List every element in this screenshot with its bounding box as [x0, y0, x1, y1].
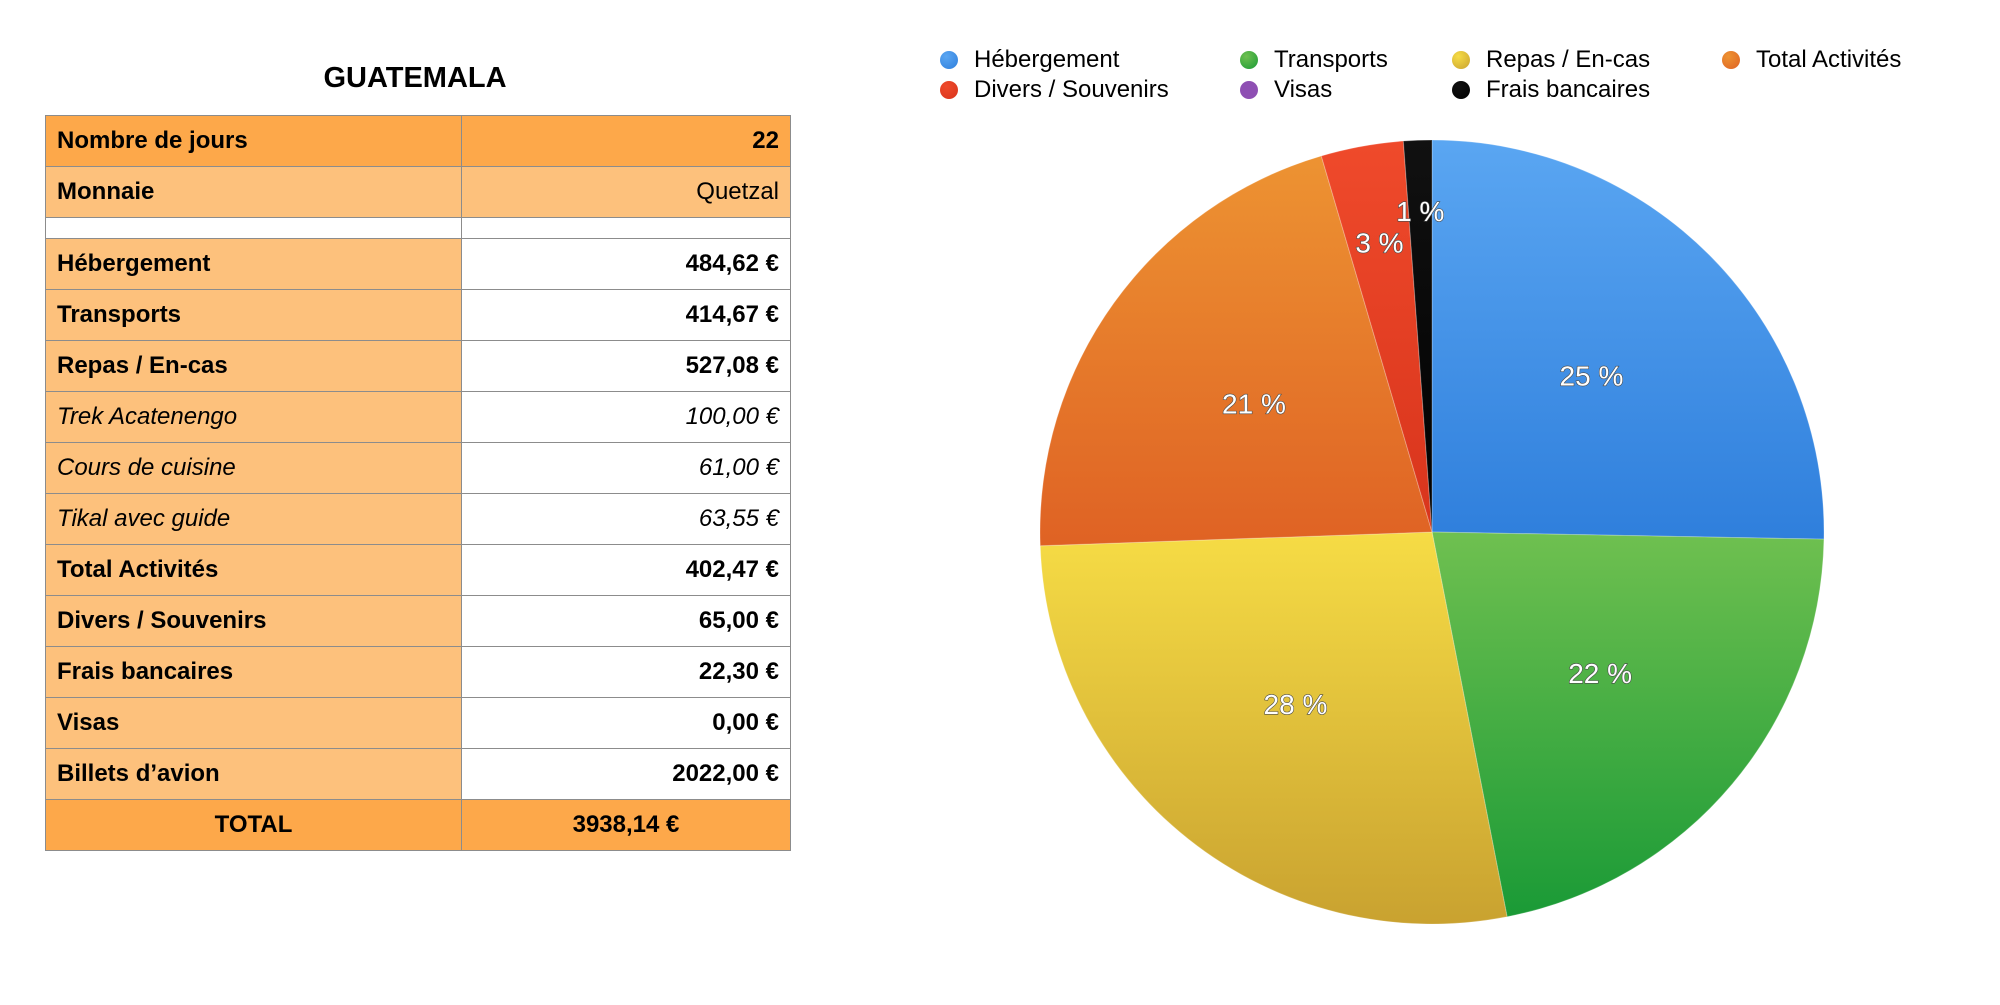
table-row: Visas 0,00 € — [45, 697, 791, 749]
legend-item: Hébergement — [940, 46, 1119, 74]
table-title: GUATEMALA — [323, 62, 507, 94]
legend-label: Frais bancaires — [1486, 76, 1651, 103]
row-value — [461, 217, 791, 239]
row-label: Cours de cuisine — [45, 442, 462, 494]
legend-item: Visas — [1240, 76, 1332, 104]
row-value: 22 — [461, 115, 791, 167]
pie-slice-label: 28 % — [1264, 689, 1328, 720]
table-row: Nombre de jours 22 — [45, 115, 791, 167]
table-row: Frais bancaires 22,30 € — [45, 646, 791, 698]
row-value: 22,30 € — [461, 646, 791, 698]
row-label: Repas / En-cas — [45, 340, 462, 392]
pie-slice-label: 21 % — [1222, 389, 1286, 420]
legend-label: Repas / En-cas — [1486, 46, 1651, 73]
table-row: Transports 414,67 € — [45, 289, 791, 341]
table-row: Repas / En-cas 527,08 € — [45, 340, 791, 392]
legend-swatch — [1240, 51, 1258, 69]
pie-slice-label: 3 % — [1355, 228, 1403, 259]
pie-slice-label: 22 % — [1568, 658, 1632, 689]
legend-label: Visas — [1274, 76, 1333, 103]
legend-item: Frais bancaires — [1452, 76, 1650, 104]
row-label: Divers / Souvenirs — [45, 595, 462, 647]
pie-slice-label: 1 % — [1396, 196, 1444, 227]
legend-label: Divers / Souvenirs — [974, 76, 1169, 103]
row-value: 484,62 € — [461, 238, 791, 290]
row-value: 100,00 € — [461, 391, 791, 443]
pie-slice — [1320, 140, 1433, 533]
row-value: 3938,14 € — [461, 799, 791, 851]
table-row: Tikal avec guide 63,55 € — [45, 493, 791, 545]
pie-slice — [1039, 155, 1433, 547]
legend-item: Divers / Souvenirs — [940, 76, 1169, 104]
legend-swatch — [1452, 51, 1470, 69]
row-label: Tikal avec guide — [45, 493, 462, 545]
row-value: 65,00 € — [461, 595, 791, 647]
row-value: 414,67 € — [461, 289, 791, 341]
legend-swatch — [940, 51, 958, 69]
legend-swatch — [1722, 51, 1740, 69]
table-row: Total Activités 402,47 € — [45, 544, 791, 596]
table-row: Cours de cuisine 61,00 € — [45, 442, 791, 494]
legend-label: Hébergement — [974, 46, 1120, 73]
row-label: Hébergement — [45, 238, 462, 290]
legend-item: Total Activités — [1722, 46, 1901, 74]
row-label: Transports — [45, 289, 462, 341]
legend-item: Repas / En-cas — [1452, 46, 1650, 74]
table-row: Hébergement 484,62 € — [45, 238, 791, 290]
budget-table: Nombre de jours 22 Monnaie Quetzal Hébergeme… — [45, 115, 791, 851]
table-row: Billets d’avion 2022,00 € — [45, 748, 791, 800]
row-value: 2022,00 € — [461, 748, 791, 800]
legend-label: Total Activités — [1756, 46, 1902, 73]
pie-slice — [1402, 139, 1433, 533]
row-value: 527,08 € — [461, 340, 791, 392]
table-row: TOTAL 3938,14 € — [45, 799, 791, 851]
table-row: Divers / Souvenirs 65,00 € — [45, 595, 791, 647]
legend-label: Transports — [1274, 46, 1388, 73]
row-value: 402,47 € — [461, 544, 791, 596]
legend-swatch — [1240, 81, 1258, 99]
pie-slice — [1431, 139, 1825, 540]
row-value: 61,00 € — [461, 442, 791, 494]
row-label: Nombre de jours — [45, 115, 462, 167]
row-label: Visas — [45, 697, 462, 749]
pie-slice — [1431, 531, 1825, 918]
row-label: TOTAL — [45, 799, 462, 851]
row-label: Billets d’avion — [45, 748, 462, 800]
row-label: Total Activités — [45, 544, 462, 596]
row-value: 63,55 € — [461, 493, 791, 545]
pie-slice-label: 25 % — [1560, 360, 1624, 391]
pie-slice — [1039, 531, 1508, 925]
row-label: Monnaie — [45, 166, 462, 218]
legend-swatch — [1452, 81, 1470, 99]
row-label: Frais bancaires — [45, 646, 462, 698]
legend-swatch — [940, 81, 958, 99]
legend-item: Transports — [1240, 46, 1388, 74]
